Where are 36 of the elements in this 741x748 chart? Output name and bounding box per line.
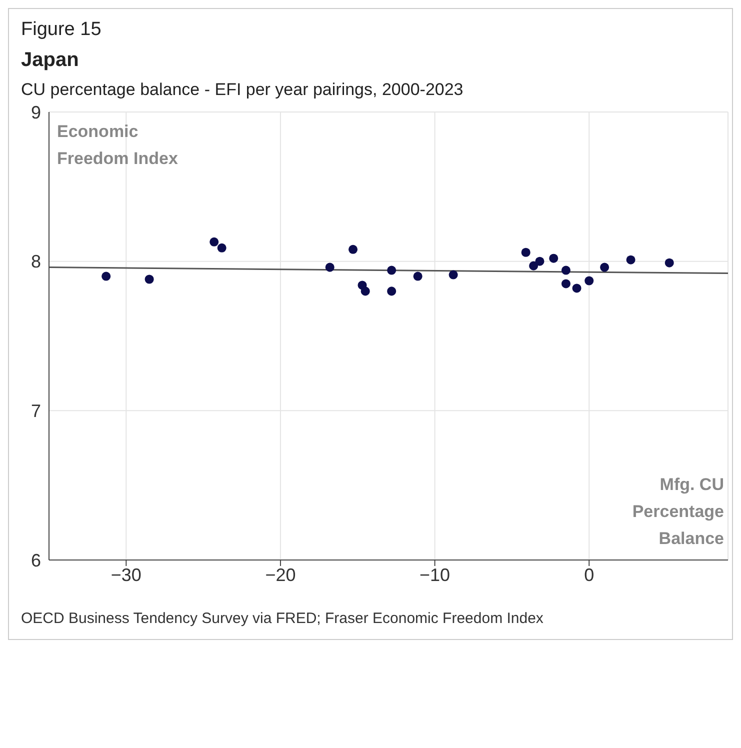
point <box>217 243 226 252</box>
point <box>325 262 334 272</box>
point <box>535 256 544 266</box>
caption: Figure 15 <box>21 19 102 41</box>
point <box>144 274 154 284</box>
y-tick-label: 7 <box>30 401 41 422</box>
point <box>529 261 538 270</box>
point <box>549 254 558 263</box>
chart-title: Japan <box>21 49 80 72</box>
y-tick-label: 9 <box>30 102 41 122</box>
y-tick-label: 6 <box>30 550 41 570</box>
chart-subtitle: CU percentage balance - EFI per year pairings, 2000-2023 <box>21 80 464 100</box>
point <box>387 286 396 296</box>
y-tick-label: 8 <box>30 252 41 272</box>
x-tick-label: 0 <box>584 564 594 585</box>
point <box>210 237 219 246</box>
point <box>626 255 636 264</box>
point <box>521 248 530 257</box>
point <box>561 266 570 275</box>
point <box>572 284 582 293</box>
y-axis-title: Economic Freedom Index <box>57 121 179 170</box>
point <box>102 272 111 281</box>
point <box>561 279 570 288</box>
point <box>387 266 396 275</box>
point <box>600 262 610 272</box>
x-tick-label: −20 <box>265 564 296 585</box>
point <box>448 270 458 280</box>
point <box>348 244 358 254</box>
point <box>360 286 370 296</box>
point <box>664 258 674 268</box>
point <box>584 276 594 286</box>
x-tick-label: −30 <box>110 564 142 585</box>
text: OECD Business Tendency Survey via FRED; Fraser Economic Freedom Index <box>20 609 544 629</box>
x-axis-title: Mfg. CU Percentage Balance <box>631 474 724 550</box>
point <box>413 272 422 281</box>
x-tick-label: −10 <box>420 564 450 585</box>
